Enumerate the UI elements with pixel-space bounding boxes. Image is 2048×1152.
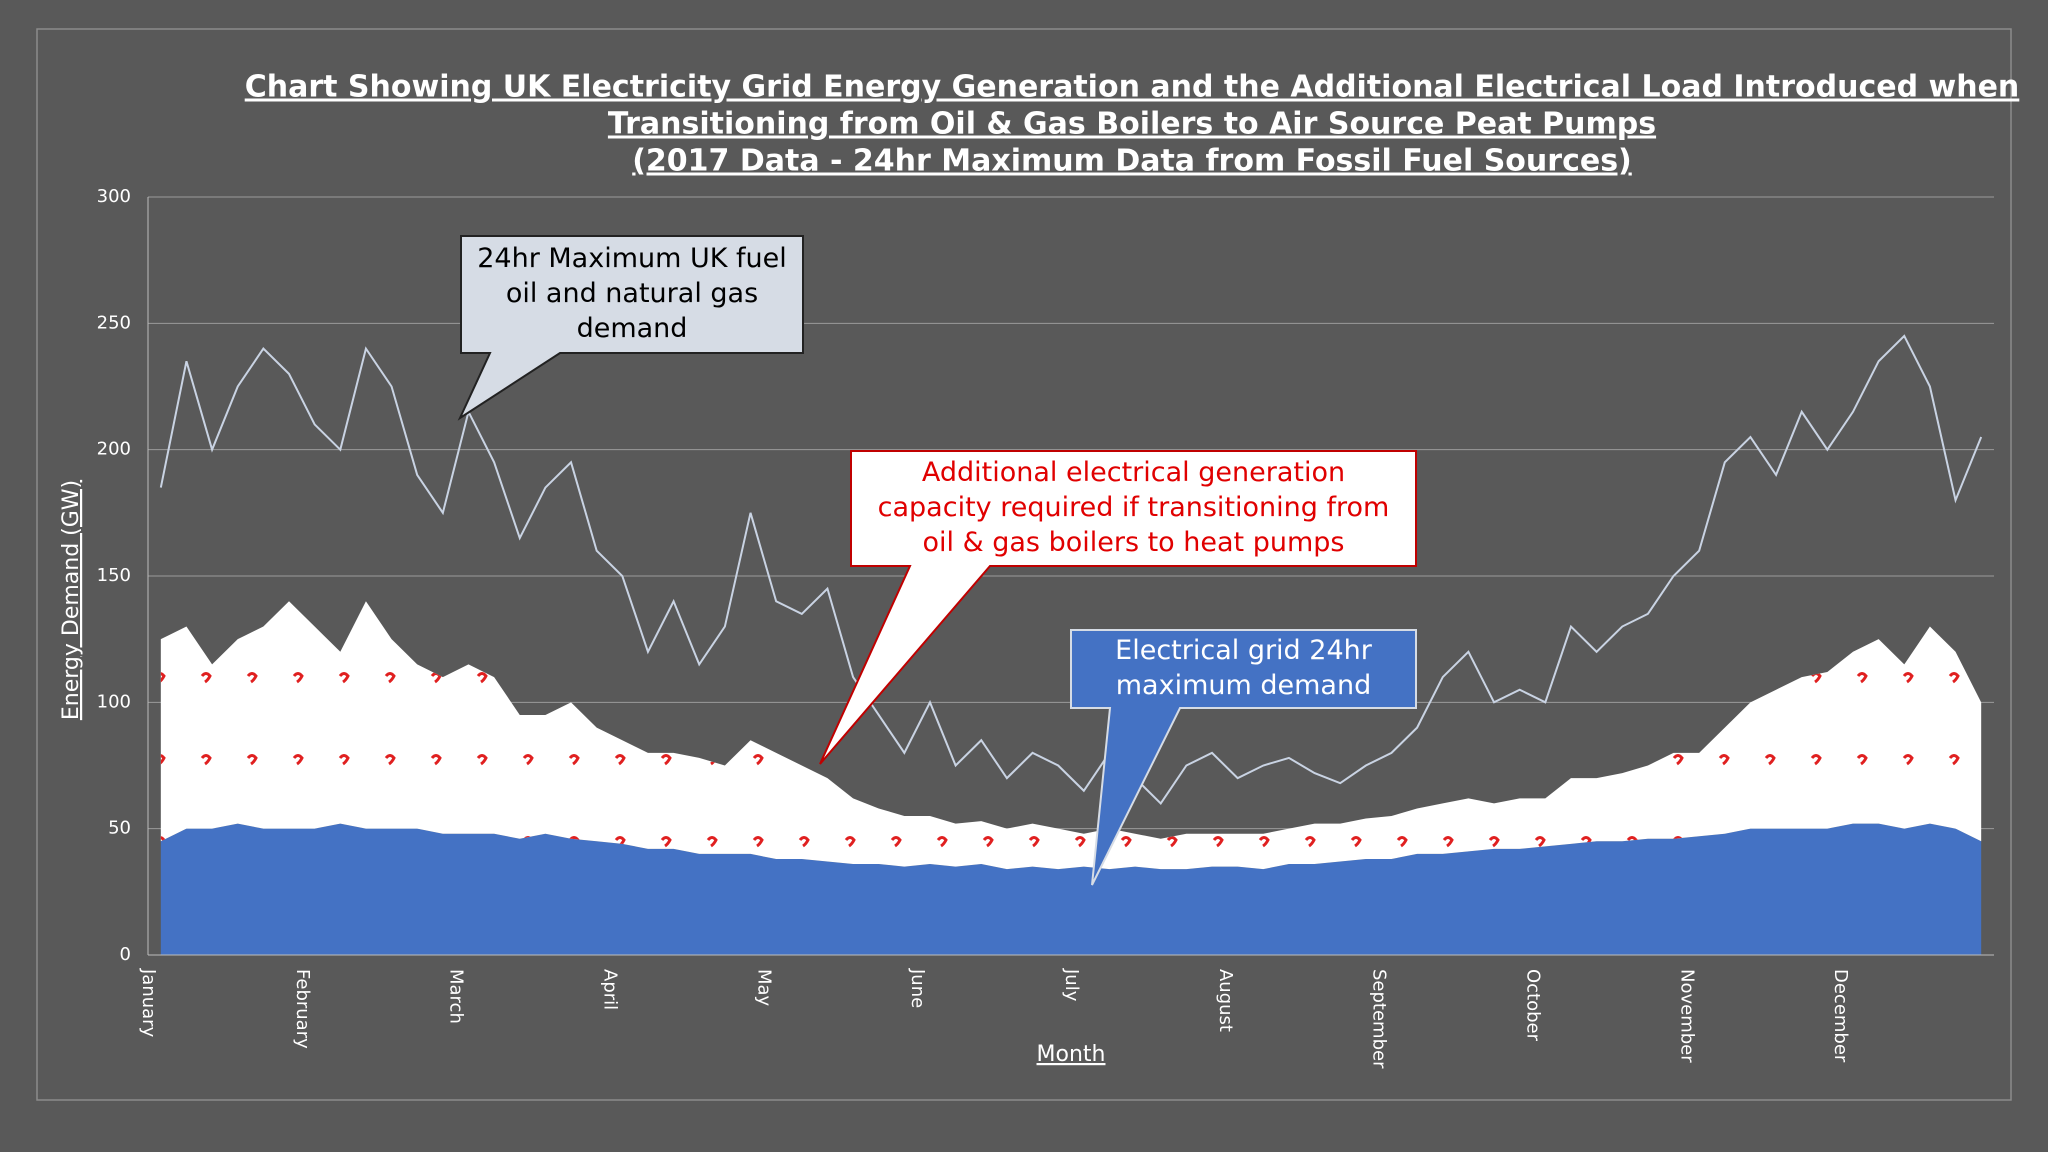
x-tick-label: January	[138, 968, 159, 1038]
y-tick-label: 200	[97, 439, 131, 460]
x-tick-label: July	[1061, 968, 1082, 1002]
chart-title: Transitioning from Oil & Gas Boilers to …	[608, 107, 1656, 142]
callout-text: capacity required if transitioning from	[878, 492, 1390, 523]
x-tick-label: June	[907, 968, 928, 1008]
x-tick-label: October	[1523, 969, 1544, 1042]
chart-title: (2017 Data - 24hr Maximum Data from Foss…	[632, 144, 1632, 179]
area	[160, 823, 1982, 955]
y-tick-label: 50	[108, 818, 131, 839]
callout-text: Electrical grid 24hr	[1115, 635, 1373, 666]
plot: 0 50 100 150 200 250 300 January February March Ap…	[59, 186, 1994, 1069]
line	[159, 334, 1983, 805]
y-tick-label: 0	[120, 944, 131, 965]
y-tick-label: 150	[97, 565, 131, 586]
callout-text: demand	[577, 313, 688, 344]
area-pattern	[160, 601, 1982, 870]
chart-title: Chart Showing UK Electricity Grid Energy…	[245, 70, 2020, 105]
y-axis-label: Energy Demand (GW)	[59, 480, 84, 720]
x-tick-label: September	[1369, 969, 1390, 1069]
x-tick-label: March	[446, 969, 467, 1024]
x-tick-label: February	[292, 969, 313, 1049]
callout-box	[1070, 629, 1417, 886]
callout-text: maximum demand	[1116, 670, 1371, 701]
callout: Additional electrical generation capacity…	[819, 450, 1417, 765]
annotations: 24hr Maximum UK fuel oil and natural gas d…	[457, 235, 1417, 886]
y-tick-label: 100	[97, 691, 131, 712]
callout: Electrical grid 24hr maximum demand	[1070, 629, 1417, 886]
callout: 24hr Maximum UK fuel oil and natural gas d…	[457, 235, 804, 421]
callout-box	[819, 450, 1417, 765]
callout-text: Additional electrical generation	[922, 457, 1345, 488]
frame	[36, 28, 2012, 1101]
x-tick-label: December	[1830, 969, 1851, 1063]
x-tick-label: April	[600, 969, 621, 1010]
x-axis-label: Month	[1037, 1042, 1106, 1067]
callout-box	[457, 235, 804, 421]
callout-text: oil & gas boilers to heat pumps	[923, 527, 1345, 558]
x-tick-label: May	[753, 969, 774, 1007]
y-tick-label: 300	[97, 186, 131, 207]
callout-text: oil and natural gas	[506, 278, 758, 309]
y-tick-label: 250	[97, 312, 131, 333]
x-tick-label: August	[1215, 969, 1236, 1032]
x-tick-label: November	[1676, 969, 1697, 1063]
title-group: Chart Showing UK Electricity Grid Energy…	[245, 70, 2020, 179]
callout-text: 24hr Maximum UK fuel	[477, 243, 787, 274]
